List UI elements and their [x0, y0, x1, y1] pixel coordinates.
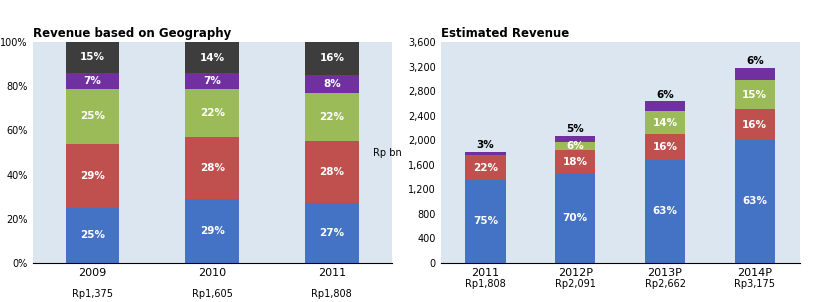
Text: 29%: 29% [80, 171, 105, 181]
Bar [645, 111, 685, 134]
Text: 29%: 29% [200, 226, 224, 236]
Text: Rp1,808: Rp1,808 [465, 279, 506, 289]
Bar [734, 109, 775, 140]
Text: 6%: 6% [746, 56, 764, 66]
Text: 7%: 7% [203, 76, 221, 86]
Text: Estimated Revenue: Estimated Revenue [441, 27, 569, 40]
Bar [65, 208, 119, 263]
Text: 75%: 75% [473, 216, 498, 226]
Bar [734, 140, 775, 263]
Bar [555, 136, 596, 142]
Text: Rp1,375: Rp1,375 [72, 289, 113, 299]
Text: 16%: 16% [743, 120, 767, 130]
Text: 6%: 6% [566, 141, 584, 151]
Y-axis label: Rp bn: Rp bn [373, 147, 401, 158]
Bar [185, 199, 239, 263]
Bar [185, 42, 239, 73]
Text: 22%: 22% [473, 162, 498, 172]
Text: 7%: 7% [83, 76, 101, 86]
Bar [734, 68, 775, 80]
Bar [185, 137, 239, 199]
Text: Rp1,808: Rp1,808 [312, 289, 353, 299]
Text: Figure 9: SMSM’s Revenue based on Geography and Estimated Revenue: Figure 9: SMSM’s Revenue based on Geogra… [109, 11, 707, 26]
Text: 18%: 18% [563, 156, 588, 167]
Text: 5%: 5% [566, 124, 584, 134]
Bar [185, 88, 239, 137]
Text: 27%: 27% [319, 228, 344, 238]
Text: Rp1,605: Rp1,605 [192, 289, 233, 299]
Bar [65, 144, 119, 208]
Text: Rp2,091: Rp2,091 [555, 279, 596, 289]
Bar [305, 141, 359, 203]
Text: 22%: 22% [319, 112, 344, 122]
Bar [65, 88, 119, 144]
Text: 3%: 3% [477, 140, 494, 150]
Bar [645, 134, 685, 160]
Text: Rp3,175: Rp3,175 [734, 279, 775, 289]
Text: Rp2,662: Rp2,662 [645, 279, 685, 289]
Bar [465, 155, 506, 180]
Bar [555, 142, 596, 150]
Bar [65, 40, 119, 73]
Text: 25%: 25% [80, 111, 105, 121]
Text: 70%: 70% [563, 213, 588, 223]
Text: 25%: 25% [80, 230, 105, 240]
Text: 6%: 6% [656, 89, 674, 100]
Bar [305, 40, 359, 76]
Text: Revenue based on Geography: Revenue based on Geography [33, 27, 231, 40]
Bar [734, 80, 775, 109]
Text: 14%: 14% [200, 53, 224, 63]
Text: 22%: 22% [200, 108, 224, 118]
Bar [465, 180, 506, 263]
Bar [185, 73, 239, 88]
Bar [305, 203, 359, 263]
Text: 14%: 14% [653, 117, 677, 127]
Bar [555, 150, 596, 173]
Text: 8%: 8% [323, 79, 341, 89]
Text: 63%: 63% [743, 197, 767, 207]
Text: 28%: 28% [200, 163, 224, 173]
Bar [65, 73, 119, 88]
Text: 16%: 16% [319, 53, 344, 63]
Bar [645, 160, 685, 263]
Bar [645, 101, 685, 111]
Bar [305, 76, 359, 93]
Text: 28%: 28% [319, 167, 344, 177]
Bar [555, 173, 596, 263]
Text: 16%: 16% [653, 142, 677, 152]
Text: 15%: 15% [80, 52, 105, 62]
Text: 63%: 63% [653, 206, 677, 217]
Bar [465, 152, 506, 155]
Text: 15%: 15% [743, 90, 767, 100]
Bar [305, 93, 359, 141]
